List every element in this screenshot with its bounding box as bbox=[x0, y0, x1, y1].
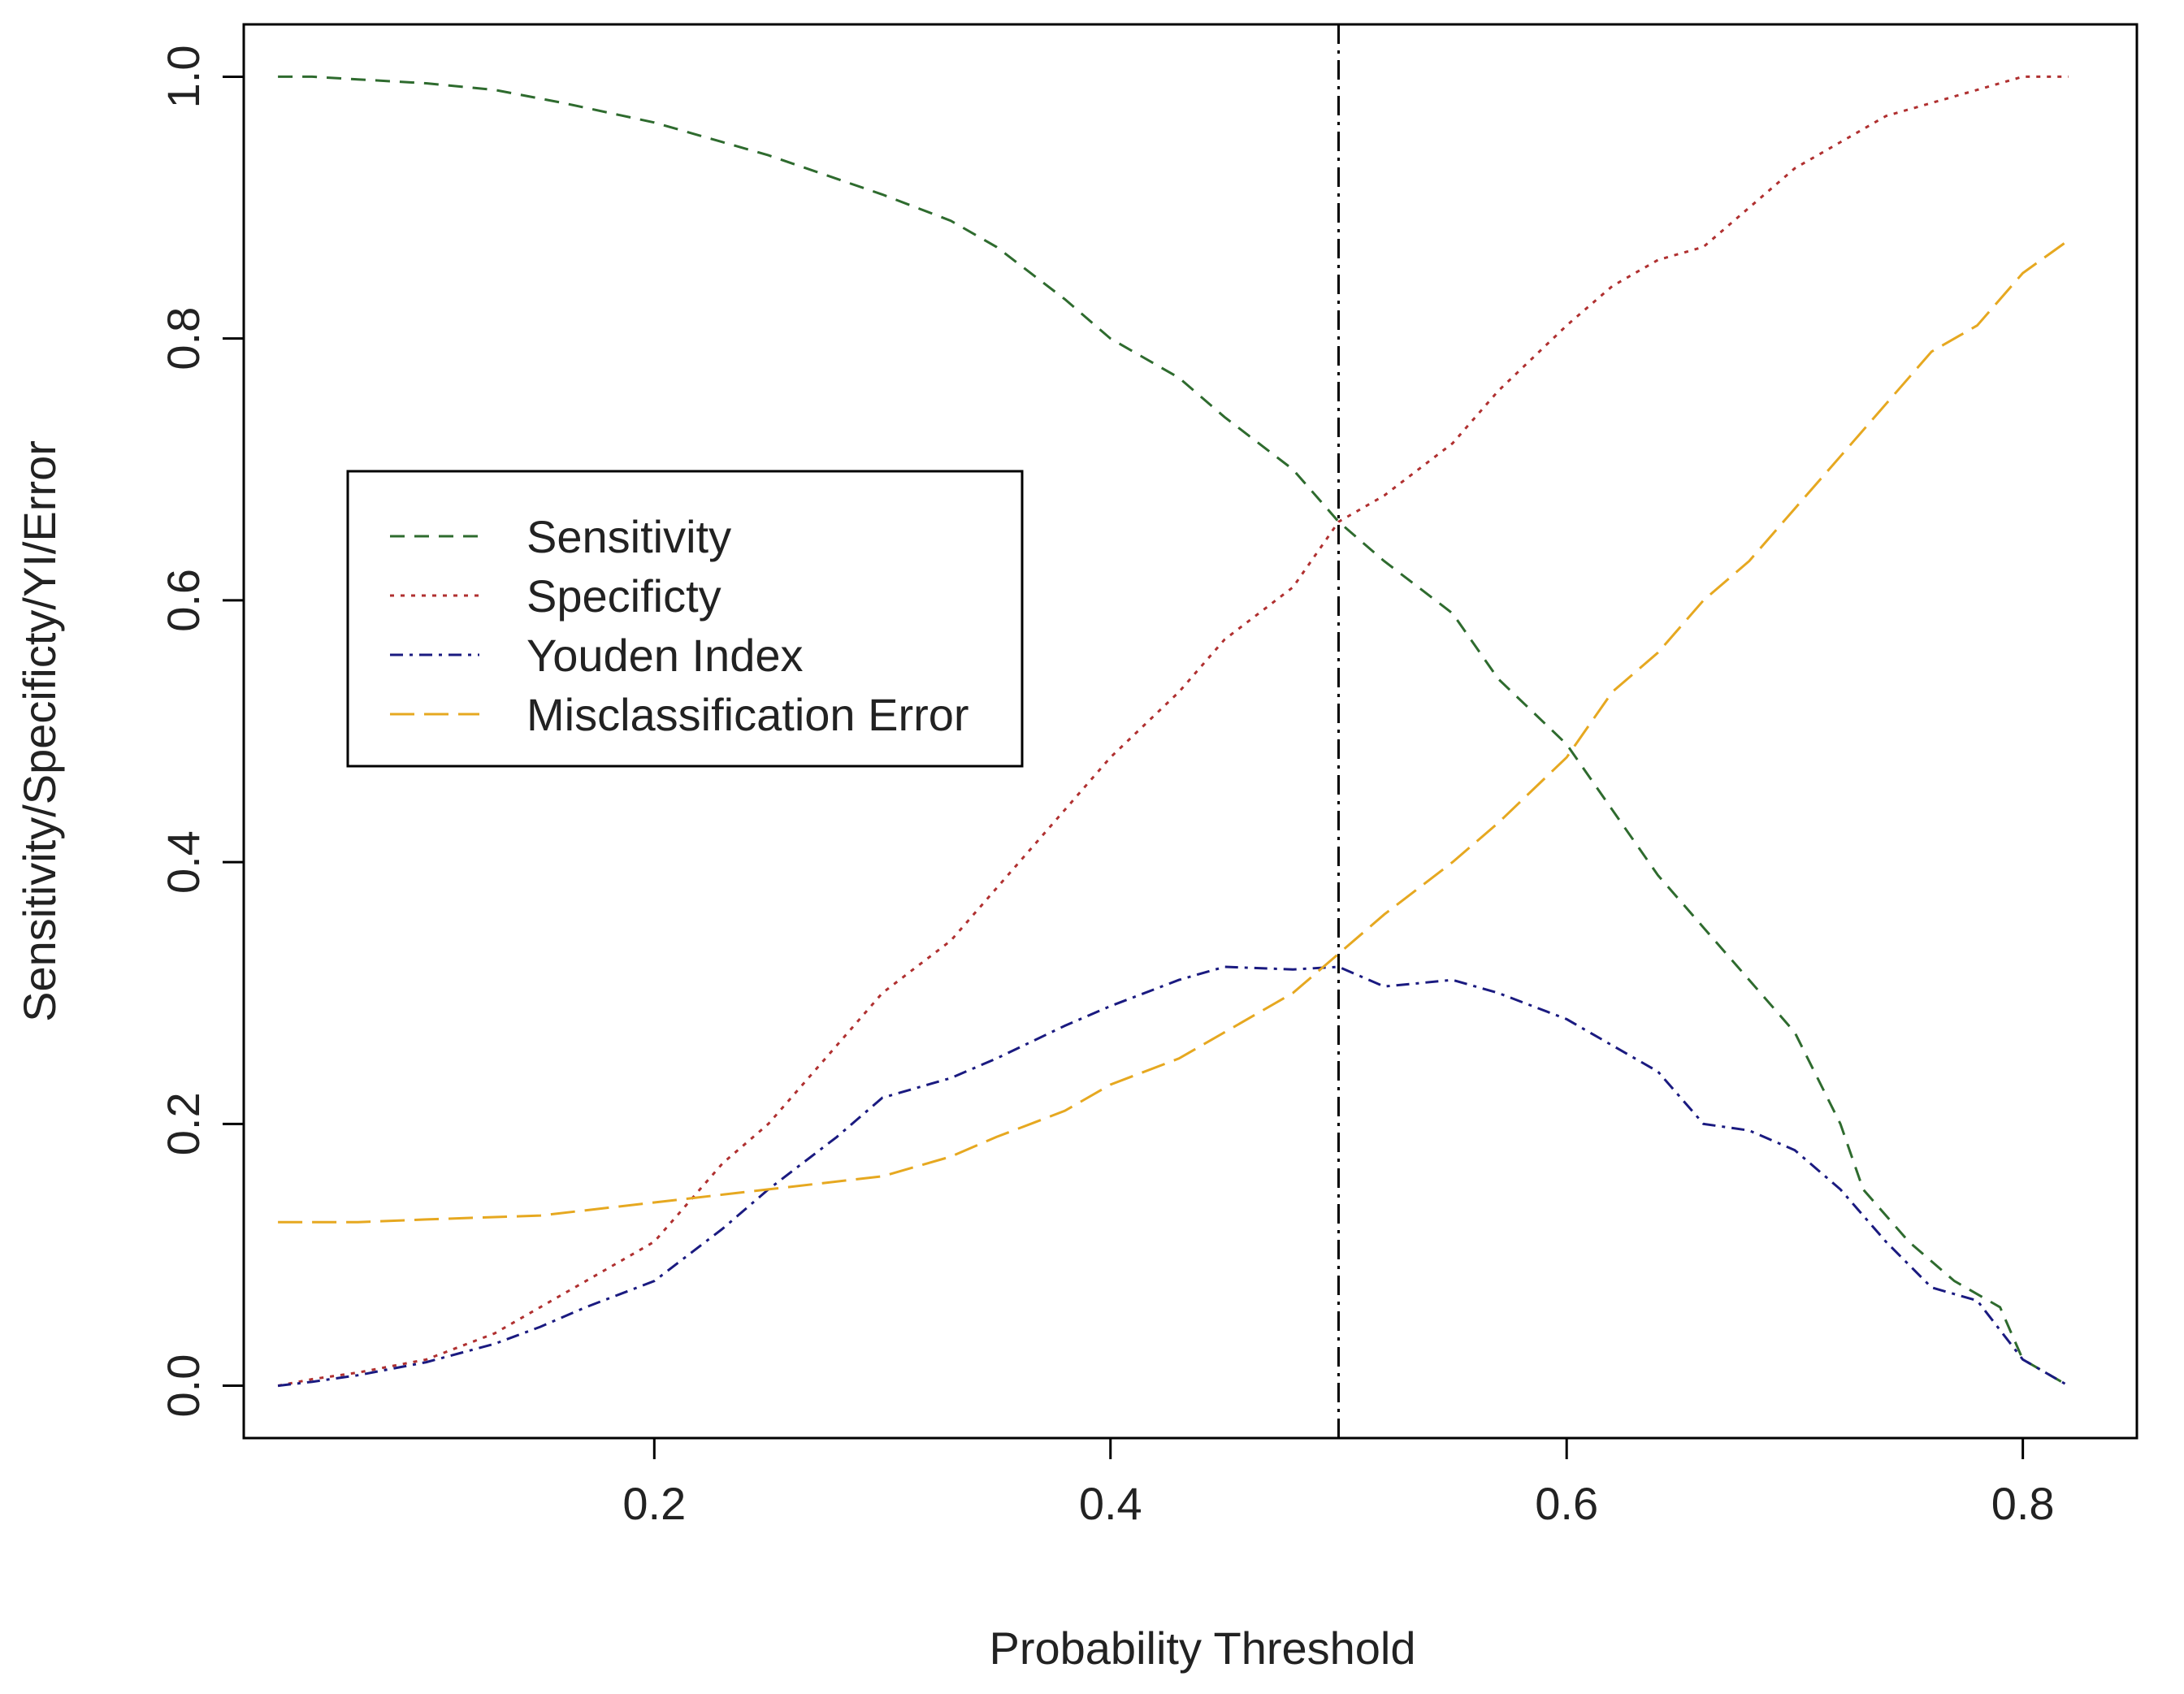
legend-label: Sensitivity bbox=[526, 511, 731, 562]
legend-label: Youden Index bbox=[526, 630, 803, 681]
y-axis-title: Sensitivity/Specificty/YI/Error bbox=[14, 440, 65, 1022]
legend-box bbox=[346, 470, 1024, 768]
x-tick-label: 0.2 bbox=[622, 1478, 686, 1529]
series-layer bbox=[277, 75, 2069, 1388]
legend-label: Misclassification Error bbox=[526, 689, 969, 740]
x-tick-label: 0.4 bbox=[1079, 1478, 1142, 1529]
y-tick-label: 0.2 bbox=[158, 1092, 209, 1155]
x-tick-label: 0.8 bbox=[1991, 1478, 2055, 1529]
y-tick-label: 0.6 bbox=[158, 569, 209, 632]
y-tick-label: 1.0 bbox=[158, 45, 209, 109]
x-axis-title: Probability Threshold bbox=[989, 1623, 1415, 1674]
y-tick-label: 0.8 bbox=[158, 307, 209, 370]
series-line-specificty bbox=[277, 75, 2069, 1388]
y-tick-label: 0.0 bbox=[158, 1354, 209, 1418]
legend: Sensitivity Specificty Youden Index Misclas… bbox=[346, 470, 1024, 768]
series-line-youden-index bbox=[277, 965, 2069, 1388]
y-tick-label: 0.4 bbox=[158, 830, 209, 894]
legend-label: Specificty bbox=[526, 570, 722, 622]
x-axis: 0.2 0.4 0.6 0.8 bbox=[622, 1438, 2055, 1529]
series-line-misclassification-error bbox=[278, 239, 2069, 1224]
series-line-sensitivity bbox=[278, 75, 2069, 1387]
x-tick-label: 0.6 bbox=[1535, 1478, 1598, 1529]
y-axis: 0.0 0.2 0.4 0.6 0.8 1.0 bbox=[158, 45, 244, 1418]
plot-frame bbox=[242, 23, 2138, 1440]
